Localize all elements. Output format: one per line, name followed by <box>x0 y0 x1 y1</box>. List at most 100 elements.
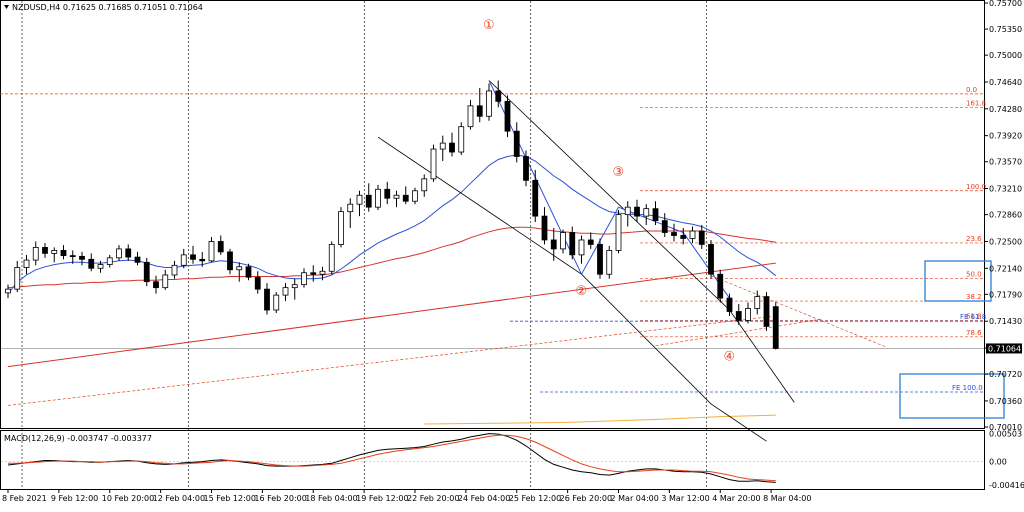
candle-body <box>532 179 539 217</box>
candle-body <box>338 211 344 245</box>
current-price-marker: 0.71064 <box>986 343 1022 354</box>
candle-body <box>384 188 391 199</box>
candle <box>273 292 280 313</box>
candle-body <box>273 294 280 311</box>
candle-body <box>375 188 381 208</box>
candle-body <box>504 100 511 132</box>
candle-body <box>421 178 428 192</box>
y-tick-label: 0.74280 <box>989 105 1022 114</box>
candle <box>754 290 761 315</box>
wave-label: ④ <box>724 350 736 365</box>
candle <box>661 213 668 237</box>
fib-level-label: 0.0 <box>966 86 977 94</box>
candle <box>467 99 474 130</box>
candle <box>726 293 733 316</box>
candle <box>763 292 770 331</box>
candle <box>60 245 67 260</box>
candle <box>615 210 622 254</box>
dropdown-triangle-icon[interactable] <box>4 5 9 9</box>
candle-body <box>32 247 39 261</box>
zigzag-wave-line <box>488 80 730 299</box>
candlesticks <box>5 80 779 350</box>
x-tick-label: 24 Feb 04:00 <box>458 494 510 503</box>
candle <box>125 244 132 261</box>
grid-lines <box>1 1 984 489</box>
candle <box>680 228 687 245</box>
candle-body <box>430 148 437 180</box>
candle <box>310 265 317 282</box>
candle <box>116 245 122 261</box>
candle <box>328 241 335 275</box>
fib-level-label: 61.8 <box>966 312 982 320</box>
x-tick-label: 16 Feb 20:00 <box>254 494 306 503</box>
candle <box>162 269 169 290</box>
candle-body <box>190 254 196 260</box>
candle-body <box>310 272 317 275</box>
candle <box>449 132 455 157</box>
fib-level-label: 23.6 <box>966 235 982 243</box>
x-tick-label: 25 Feb 12:00 <box>509 494 561 503</box>
y-tick-label: 0.70720 <box>989 370 1022 379</box>
candle-body <box>217 241 224 253</box>
candle-body <box>347 203 354 213</box>
candle-body <box>291 284 298 289</box>
candle-body <box>236 266 243 271</box>
x-tick-label: 26 Feb 20:00 <box>560 494 612 503</box>
candle <box>264 283 270 315</box>
candle <box>735 304 742 325</box>
candle-body <box>153 281 159 289</box>
candle-body <box>541 215 548 241</box>
candle-body <box>726 297 733 312</box>
candle <box>245 263 252 281</box>
candle <box>671 223 677 242</box>
candle-body <box>134 256 141 263</box>
target-zones <box>899 260 1005 419</box>
candle-body <box>671 232 677 236</box>
channel-extension-dashed <box>710 275 887 348</box>
candle <box>513 122 520 163</box>
candle <box>23 254 30 275</box>
candle <box>745 302 751 324</box>
candle <box>42 242 48 258</box>
candle-body <box>245 266 252 278</box>
trendline-red-dashed-short <box>655 318 823 347</box>
candle <box>393 190 400 208</box>
candle <box>5 284 11 299</box>
candle-body <box>754 296 761 309</box>
x-tick-label: 8 Feb 2021 <box>2 494 47 503</box>
candle <box>476 87 483 123</box>
candle <box>106 254 113 268</box>
macd-y-tick-label: 0.00 <box>989 458 1007 467</box>
candle-body <box>79 255 85 260</box>
candle-body <box>393 194 400 199</box>
x-tick-label: 2 Mar 04:00 <box>611 494 659 503</box>
candle-body <box>162 274 169 289</box>
current-price-label: 0.71064 <box>988 344 1021 353</box>
trend-drawings <box>7 80 887 442</box>
candle <box>254 271 261 294</box>
candle-body <box>745 308 751 321</box>
candle <box>523 150 529 187</box>
candle <box>79 251 85 266</box>
candle <box>698 225 705 249</box>
fibo-expansion-levels: FE 61.8 FE 100.0 <box>510 313 986 393</box>
candle <box>375 184 381 211</box>
candle <box>347 198 354 229</box>
candle <box>402 186 409 205</box>
candle-body <box>458 126 465 153</box>
ma-slow-line <box>7 226 776 289</box>
candle <box>88 253 95 272</box>
candle-body <box>42 247 48 254</box>
candle <box>421 174 428 197</box>
candle <box>190 245 196 264</box>
candle <box>504 95 511 138</box>
candle-body <box>60 249 67 257</box>
candle-body <box>14 267 21 290</box>
candle <box>587 232 594 249</box>
x-tick-label: 18 Feb 04:00 <box>305 494 357 503</box>
candle <box>412 187 418 205</box>
y-tick-label: 0.75700 <box>989 0 1022 8</box>
